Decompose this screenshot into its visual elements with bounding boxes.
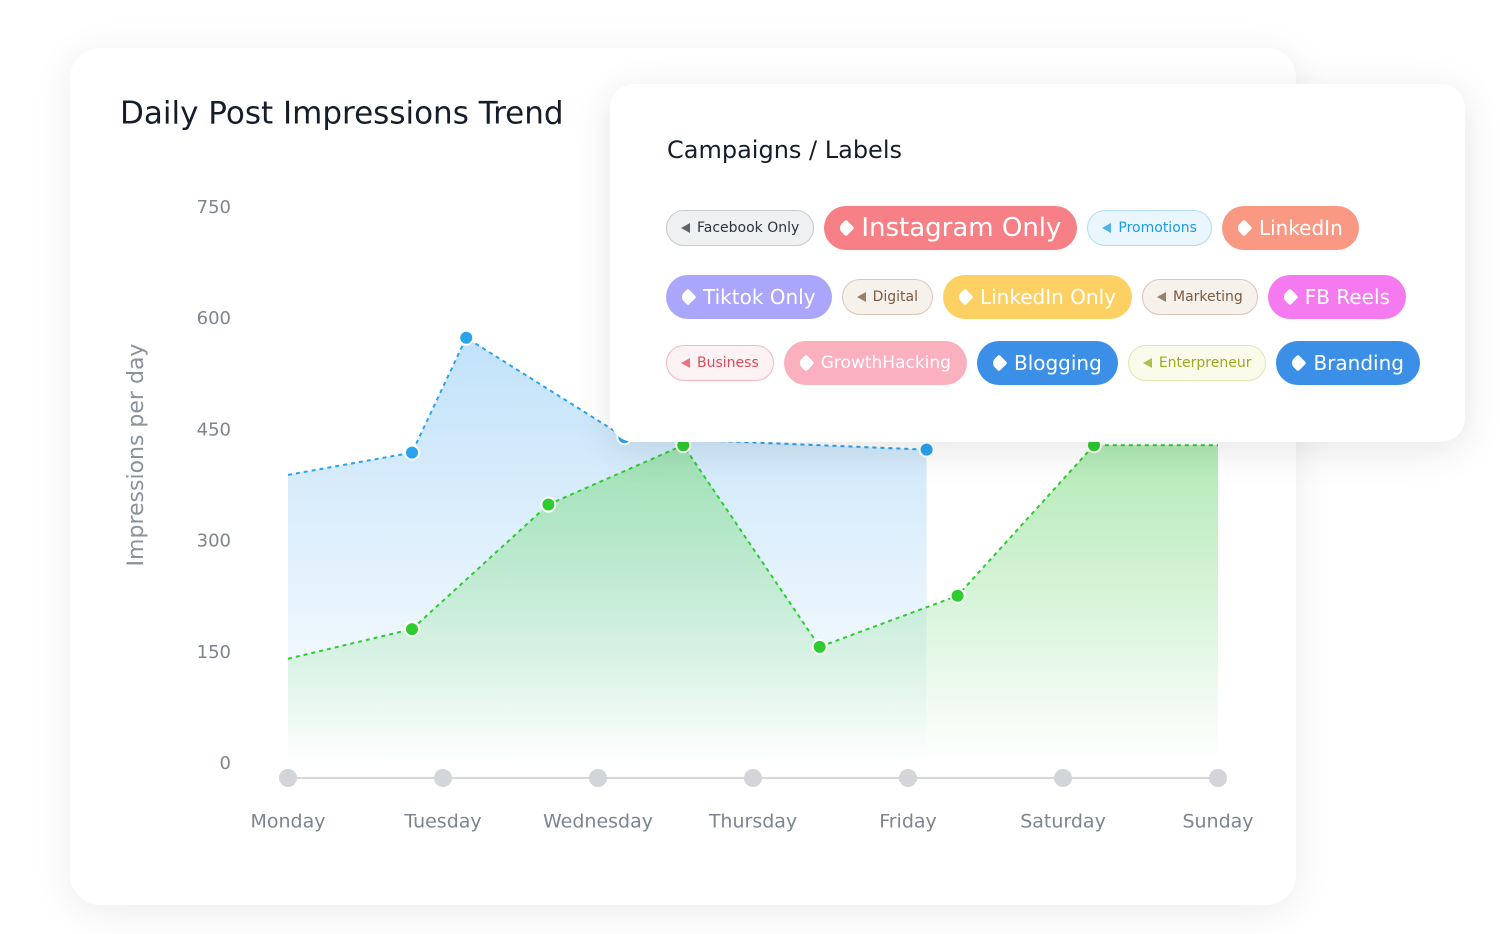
data-point <box>918 441 935 458</box>
y-tick-label: 750 <box>197 197 231 218</box>
data-point <box>949 587 966 604</box>
label-pill[interactable]: LinkedIn Only <box>942 275 1132 319</box>
y-tick-label: 150 <box>197 642 231 663</box>
label-pill[interactable]: Enterpreneur <box>1127 345 1267 381</box>
x-tick-dot <box>899 769 917 787</box>
x-tick-dot <box>589 769 607 787</box>
label-pill[interactable]: LinkedIn <box>1221 206 1359 250</box>
label-pill[interactable]: Blogging <box>976 341 1118 385</box>
x-tick-label: Saturday <box>1020 811 1106 833</box>
label-row: Facebook Only Instagram Only Promotions … <box>666 206 1359 250</box>
data-point <box>811 638 828 655</box>
data-point <box>404 621 420 638</box>
label-pill[interactable]: Business <box>666 345 774 381</box>
label-pill[interactable]: FB Reels <box>1267 275 1406 319</box>
x-tick-label: Sunday <box>1182 811 1253 833</box>
y-axis-label: Impressions per day <box>124 344 149 567</box>
series-line <box>287 336 927 476</box>
label-pill[interactable]: GrowthHacking <box>783 341 967 385</box>
data-point <box>540 496 557 513</box>
x-tick-label: Wednesday <box>543 811 653 833</box>
series-area <box>288 445 1218 764</box>
y-tick-label: 600 <box>197 308 231 329</box>
x-tick-dot <box>1209 769 1227 787</box>
x-tick-label: Tuesday <box>403 811 481 833</box>
label-row: Tiktok Only Digital LinkedIn Only Market… <box>666 275 1406 319</box>
x-tick-label: Friday <box>879 811 937 833</box>
x-tick-label: Monday <box>250 811 325 833</box>
card-title: Campaigns / Labels <box>667 136 902 164</box>
label-pill[interactable]: Tiktok Only <box>666 275 832 319</box>
y-tick-label: 300 <box>197 531 231 552</box>
x-tick-label: Thursday <box>708 811 797 833</box>
label-pill[interactable]: Instagram Only <box>824 206 1078 250</box>
data-point <box>404 444 420 461</box>
y-tick-label: 450 <box>197 419 231 440</box>
label-pill[interactable]: Facebook Only <box>666 210 815 246</box>
label-pill[interactable]: Marketing <box>1141 279 1258 315</box>
y-tick-label: 0 <box>220 753 231 774</box>
chart-title: Daily Post Impressions Trend <box>120 96 564 132</box>
x-tick-dot <box>1054 769 1072 787</box>
x-tick-dot <box>744 769 762 787</box>
x-tick-dot <box>279 769 297 787</box>
data-point <box>458 329 475 346</box>
label-pill[interactable]: Promotions <box>1087 210 1212 246</box>
x-tick-dot <box>434 769 452 787</box>
series-line <box>287 443 1218 660</box>
label-pill[interactable]: Digital <box>841 279 933 315</box>
label-row: Business GrowthHacking Blogging Enterpre… <box>666 341 1420 385</box>
labels-card: Campaigns / Labels Facebook Only Instagr… <box>610 84 1465 442</box>
label-pill[interactable]: Branding <box>1276 341 1420 385</box>
